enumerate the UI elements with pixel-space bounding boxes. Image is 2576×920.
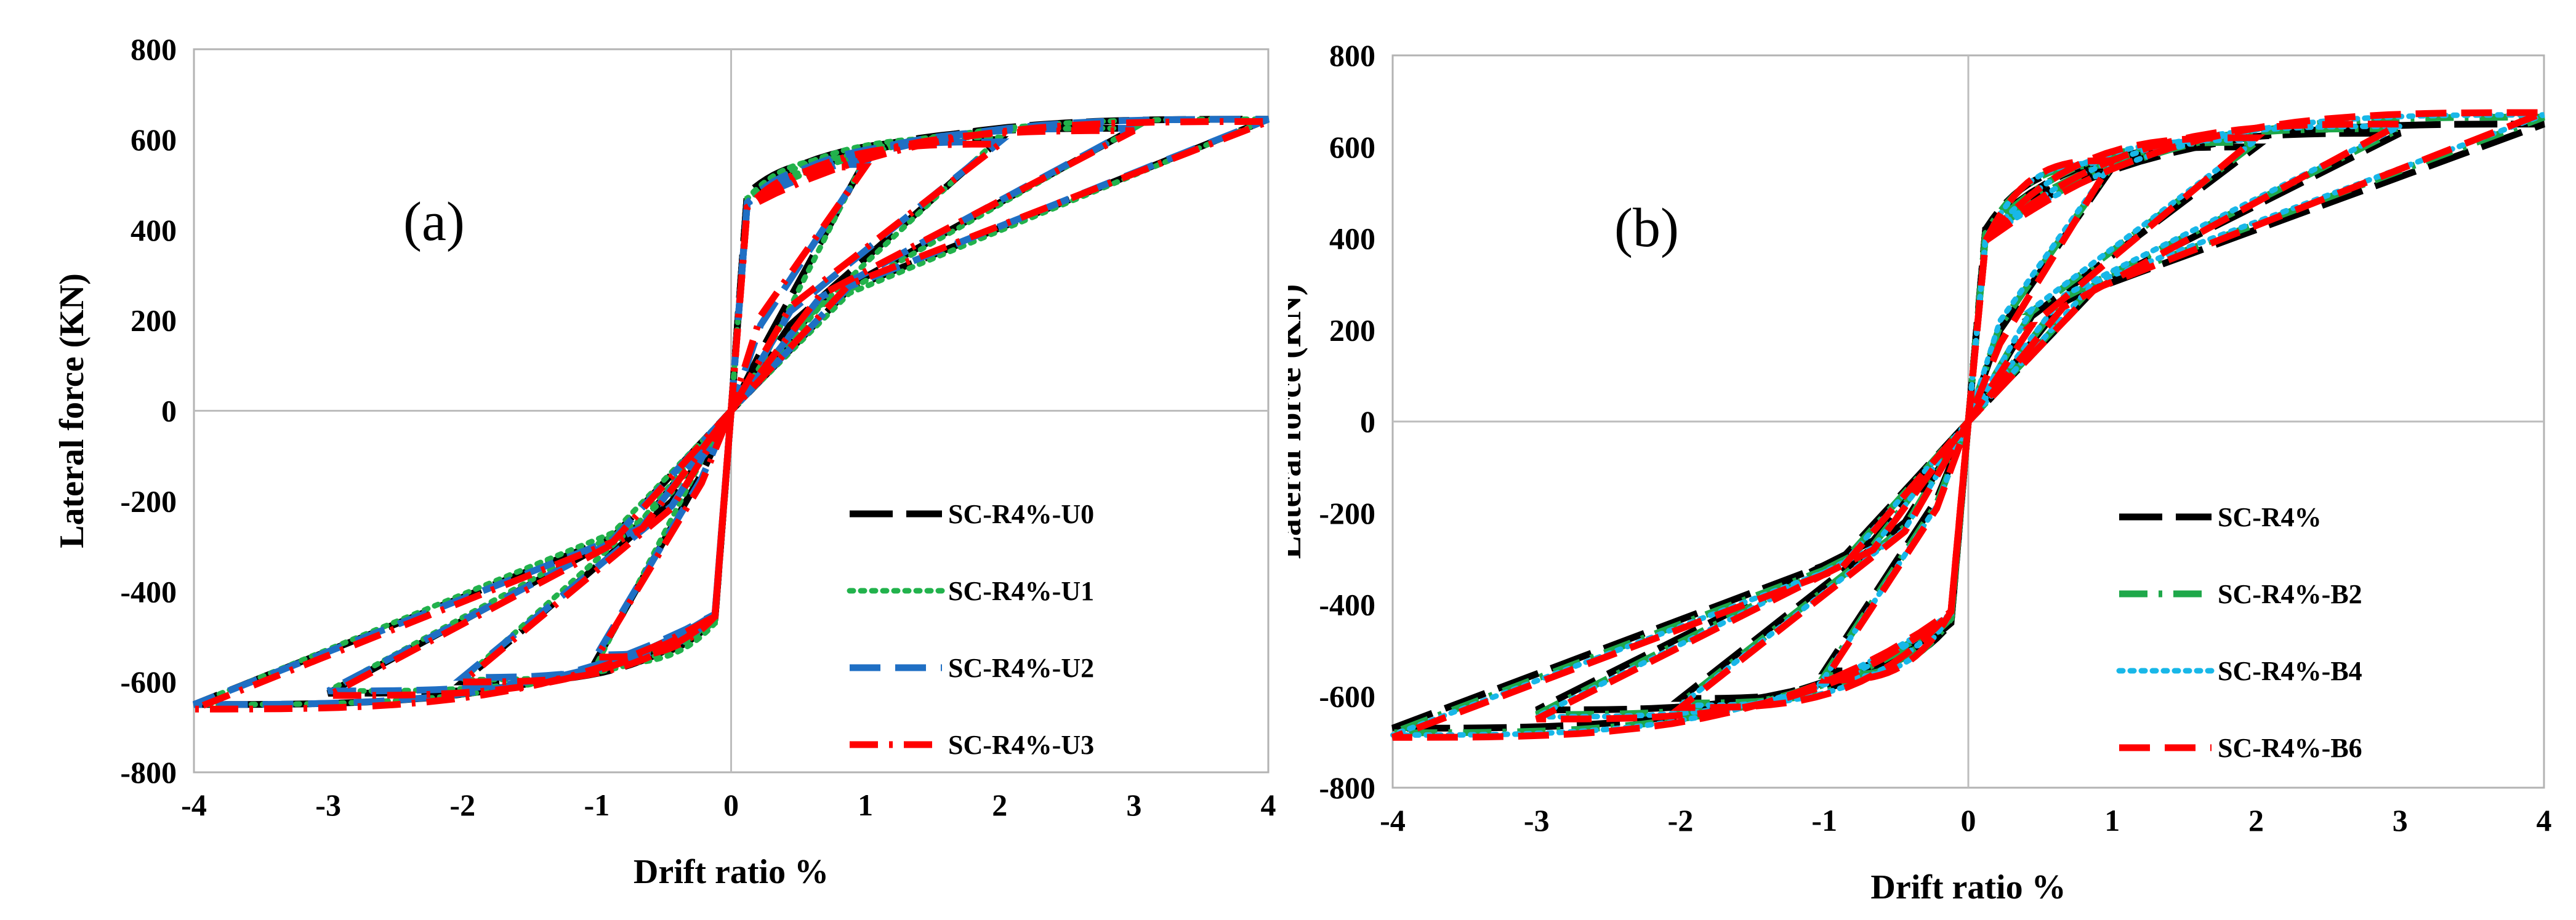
chart-a-legend: SC-R4%-U0 SC-R4%-U1 SC-R4%-U2 SC-R4%-U3	[847, 499, 1094, 760]
chart-b-y-tick-label: 200	[1329, 313, 1375, 347]
chart-b-y-tick-label: 400	[1329, 222, 1375, 256]
chart-b-legend-label: SC-R4%	[2218, 502, 2322, 532]
chart-a-y-tick-label: -200	[120, 484, 177, 518]
chart-a-panel-label: (a)	[403, 191, 465, 252]
chart-b-x-axis-title: Drift ratio %	[1870, 868, 2066, 906]
chart-a-y-tick-label: -600	[120, 665, 177, 699]
chart-b-panel-label: (b)	[1614, 198, 1679, 258]
chart-b-y-tick-label: -200	[1319, 496, 1375, 530]
chart-b-x-tick-label: 0	[1961, 803, 1976, 838]
chart-b-y-tick-label: -400	[1319, 588, 1375, 622]
chart-b-y-tick-label: -600	[1319, 679, 1375, 713]
chart-b-legend-label: SC-R4%-B2	[2218, 579, 2362, 609]
chart-a-loop-SC-R4%-U3-cycle-4	[192, 118, 1270, 713]
chart-b-series-SC-R4%-B6	[1391, 109, 2546, 741]
chart-b-y-tick-label: -800	[1319, 770, 1375, 805]
chart-a-x-tick-label: -3	[315, 788, 341, 822]
chart-b-legend-label: SC-R4%-B6	[2218, 733, 2362, 763]
hysteresis-chart-b: -4 -3 -2 -1 0 1 2 3 4 -800 -600 -400 -200 0 200 400 600 8…	[1288, 0, 2576, 920]
chart-b-legend: SC-R4% SC-R4%-B2 SC-R4%-B4 SC-R4%-B6	[2116, 502, 2362, 763]
chart-a-y-axis-title: Lateral force (KN)	[53, 273, 91, 548]
chart-b-y-tick-label: 600	[1329, 130, 1375, 164]
chart-b-y-axis-title: Lateral force (KN)	[1288, 284, 1308, 559]
chart-b-x-tick-label: 3	[2393, 803, 2408, 838]
chart-a-y-tick-label: -400	[120, 574, 177, 609]
chart-a-y-tick-label: 600	[131, 122, 177, 157]
chart-a-legend-label: SC-R4%-U1	[948, 576, 1094, 606]
chart-b-loop-SC-R4%-B6-cycle-4	[1391, 109, 2546, 741]
chart-a-legend-label: SC-R4%-U0	[948, 499, 1094, 529]
chart-a-x-tick-label: -2	[449, 788, 475, 822]
chart-b-x-tick-label: 1	[2104, 803, 2120, 838]
chart-a-x-tick-label: 3	[1126, 788, 1141, 822]
chart-b-x-tick-label: 2	[2248, 803, 2264, 838]
chart-b-y-tick-label: 0	[1360, 404, 1375, 439]
chart-b-x-tick-label: -4	[1380, 803, 1406, 838]
chart-b-legend-label: SC-R4%-B4	[2218, 656, 2362, 686]
chart-b-svg: -4 -3 -2 -1 0 1 2 3 4 -800 -600 -400 -200 0 200 400 600 8…	[1288, 38, 2552, 906]
chart-b-y-tick-label: 800	[1329, 38, 1375, 73]
chart-a-x-axis-title: Drift ratio %	[634, 853, 829, 891]
chart-b-x-tick-label: -1	[1811, 803, 1837, 838]
chart-a-x-tick-label: 2	[992, 788, 1007, 822]
chart-b-x-tick-label: -2	[1668, 803, 1694, 838]
chart-a-legend-label: SC-R4%-U3	[948, 730, 1094, 760]
chart-a-y-tick-label: 0	[161, 394, 177, 428]
chart-a-y-tick-label: 400	[131, 213, 177, 247]
chart-a-x-tick-label: -4	[181, 788, 207, 822]
chart-a-legend-label: SC-R4%-U2	[948, 653, 1094, 683]
chart-a-x-tick-label: -1	[584, 788, 610, 822]
chart-a-y-tick-label: 200	[131, 303, 177, 338]
hysteresis-chart-a: -4 -3 -2 -1 0 1 2 3 4 -800 -600 -400 -200 0 200 400 600 8…	[53, 32, 1276, 891]
chart-a-y-tick-label: 800	[131, 32, 177, 66]
chart-a-svg: -4 -3 -2 -1 0 1 2 3 4 -800 -600 -400 -200 0 200 400 600 8…	[53, 32, 1276, 891]
chart-a-series-SC-R4%-U3	[192, 118, 1270, 713]
chart-a-x-tick-label: 4	[1261, 788, 1276, 822]
chart-b-x-tick-label: 4	[2537, 803, 2552, 838]
chart-a-y-tick-label: -800	[120, 755, 177, 790]
chart-a-x-tick-label: 1	[858, 788, 873, 822]
chart-a-x-tick-label: 0	[723, 788, 739, 822]
chart-b-x-tick-label: -3	[1524, 803, 1550, 838]
